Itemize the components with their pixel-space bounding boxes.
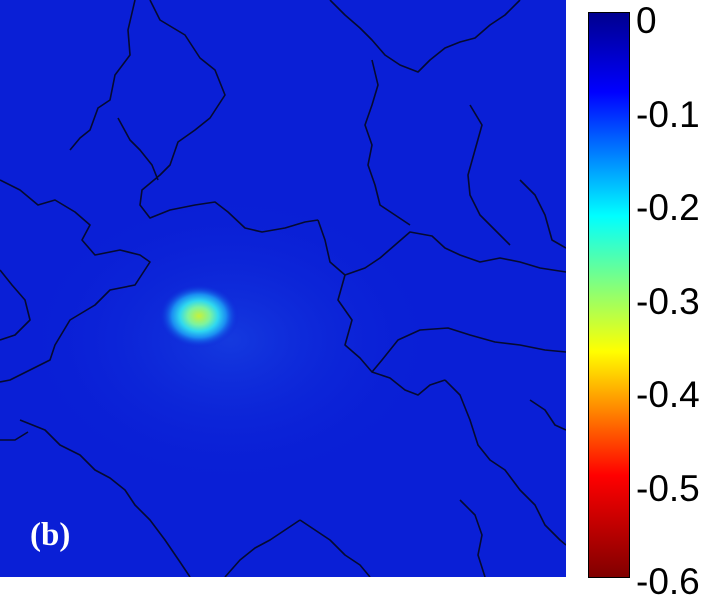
colorbar-tick-label: -0.4 [636, 374, 700, 415]
anomaly-hotspot [159, 284, 239, 348]
map-canvas [0, 0, 566, 577]
colorbar-tick-label: -0.5 [636, 467, 700, 509]
colorbar-tick-label: -0.1 [636, 93, 700, 135]
colorbar [588, 12, 630, 578]
colorbar-tick-label: -0.6 [636, 561, 700, 602]
colorbar-tick-label: -0.2 [636, 187, 700, 228]
map-panel: (b) [0, 0, 566, 577]
panel-label: (b) [30, 517, 71, 553]
colorbar-tick-label: 0 [636, 0, 657, 41]
colorbar-tick-label: -0.3 [636, 280, 700, 322]
anomaly-halo [20, 190, 440, 490]
coastlines [0, 0, 566, 577]
